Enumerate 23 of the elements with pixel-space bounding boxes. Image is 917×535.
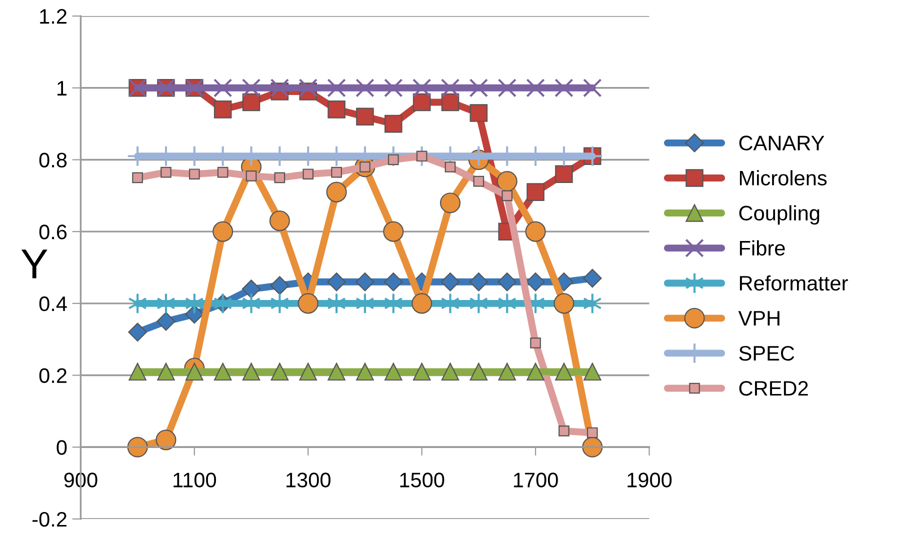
- legend-label: Reformatter: [740, 275, 848, 291]
- y-tick-label: 1.2: [40, 9, 66, 24]
- y-tick-label: 1: [58, 81, 66, 96]
- legend-label: Fibre: [740, 240, 785, 256]
- x-tick-label: 1700: [514, 472, 558, 488]
- y-tick-label: 0.4: [39, 296, 67, 312]
- y-tick-label: 0.8: [39, 152, 67, 168]
- y-tick-label: 0: [56, 440, 67, 455]
- legend-label: Microlens: [740, 170, 827, 186]
- x-tick-label: 1500: [400, 472, 444, 488]
- legend-label: VPH: [738, 311, 780, 326]
- y-tick-label: 0.2: [39, 368, 66, 384]
- x-tick-label: 1300: [286, 472, 330, 488]
- y-tick-label: -0.2: [32, 512, 66, 527]
- y-tick-label: 0.6: [39, 224, 67, 240]
- x-tick-label: 900: [64, 472, 98, 488]
- legend-label: SPEC: [739, 346, 794, 361]
- legend-label: CANARY: [739, 136, 824, 150]
- legend-label: CRED2: [739, 381, 808, 396]
- x-tick-label: 1900: [628, 472, 672, 488]
- y-axis-title: Y: [21, 250, 48, 278]
- x-tick-label: 1100: [174, 472, 216, 488]
- legend-label: Coupling: [739, 205, 820, 225]
